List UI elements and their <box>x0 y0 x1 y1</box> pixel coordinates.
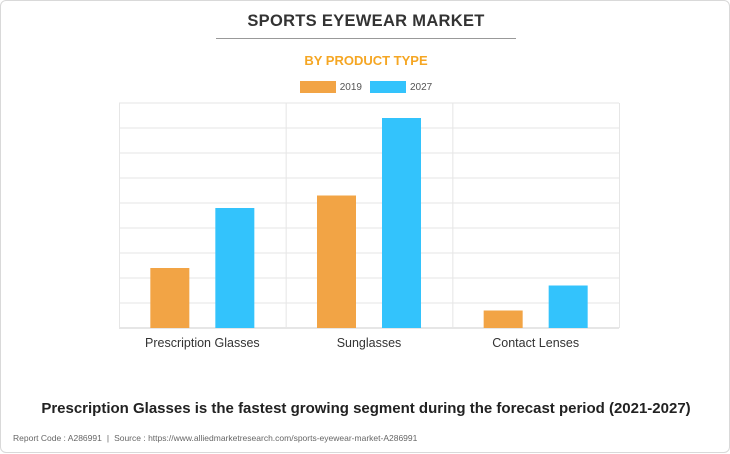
title-divider <box>216 38 516 39</box>
source-link[interactable]: Source : https://www.alliedmarketresearc… <box>114 433 418 443</box>
bar-2019-contact-lenses <box>483 310 523 328</box>
bar-2019-sunglasses <box>317 195 356 328</box>
x-tick-label: Sunglasses <box>337 336 402 350</box>
report-code: Report Code : A286991 <box>13 433 102 443</box>
legend-item-2019[interactable]: 2019 <box>299 81 362 93</box>
x-tick-label: Prescription Glasses <box>145 336 260 350</box>
x-tick-label: Contact Lenses <box>492 336 579 350</box>
legend-swatch-2027 <box>370 81 406 93</box>
footer-separator: | <box>106 433 110 443</box>
footer: Report Code : A286991 | Source : https://w… <box>13 433 417 443</box>
chart-title: SPORTS EYEWEAR MARKET <box>247 12 485 30</box>
legend-label-2019: 2019 <box>339 81 362 93</box>
legend-label-2027: 2027 <box>410 81 433 93</box>
legend-swatch-2019 <box>299 81 336 93</box>
bar-2027-prescription-glasses <box>215 208 255 328</box>
chart-caption: Prescription Glasses is the fastest grow… <box>41 400 691 417</box>
bar-2019-prescription-glasses <box>150 268 190 328</box>
bar-2027-sunglasses <box>382 118 421 328</box>
legend-item-2027[interactable]: 2027 <box>370 81 432 93</box>
legend: 2019 2027 <box>1 81 730 93</box>
bar-2027-contact-lenses <box>548 285 588 328</box>
chart-subtitle: BY PRODUCT TYPE <box>304 53 428 68</box>
